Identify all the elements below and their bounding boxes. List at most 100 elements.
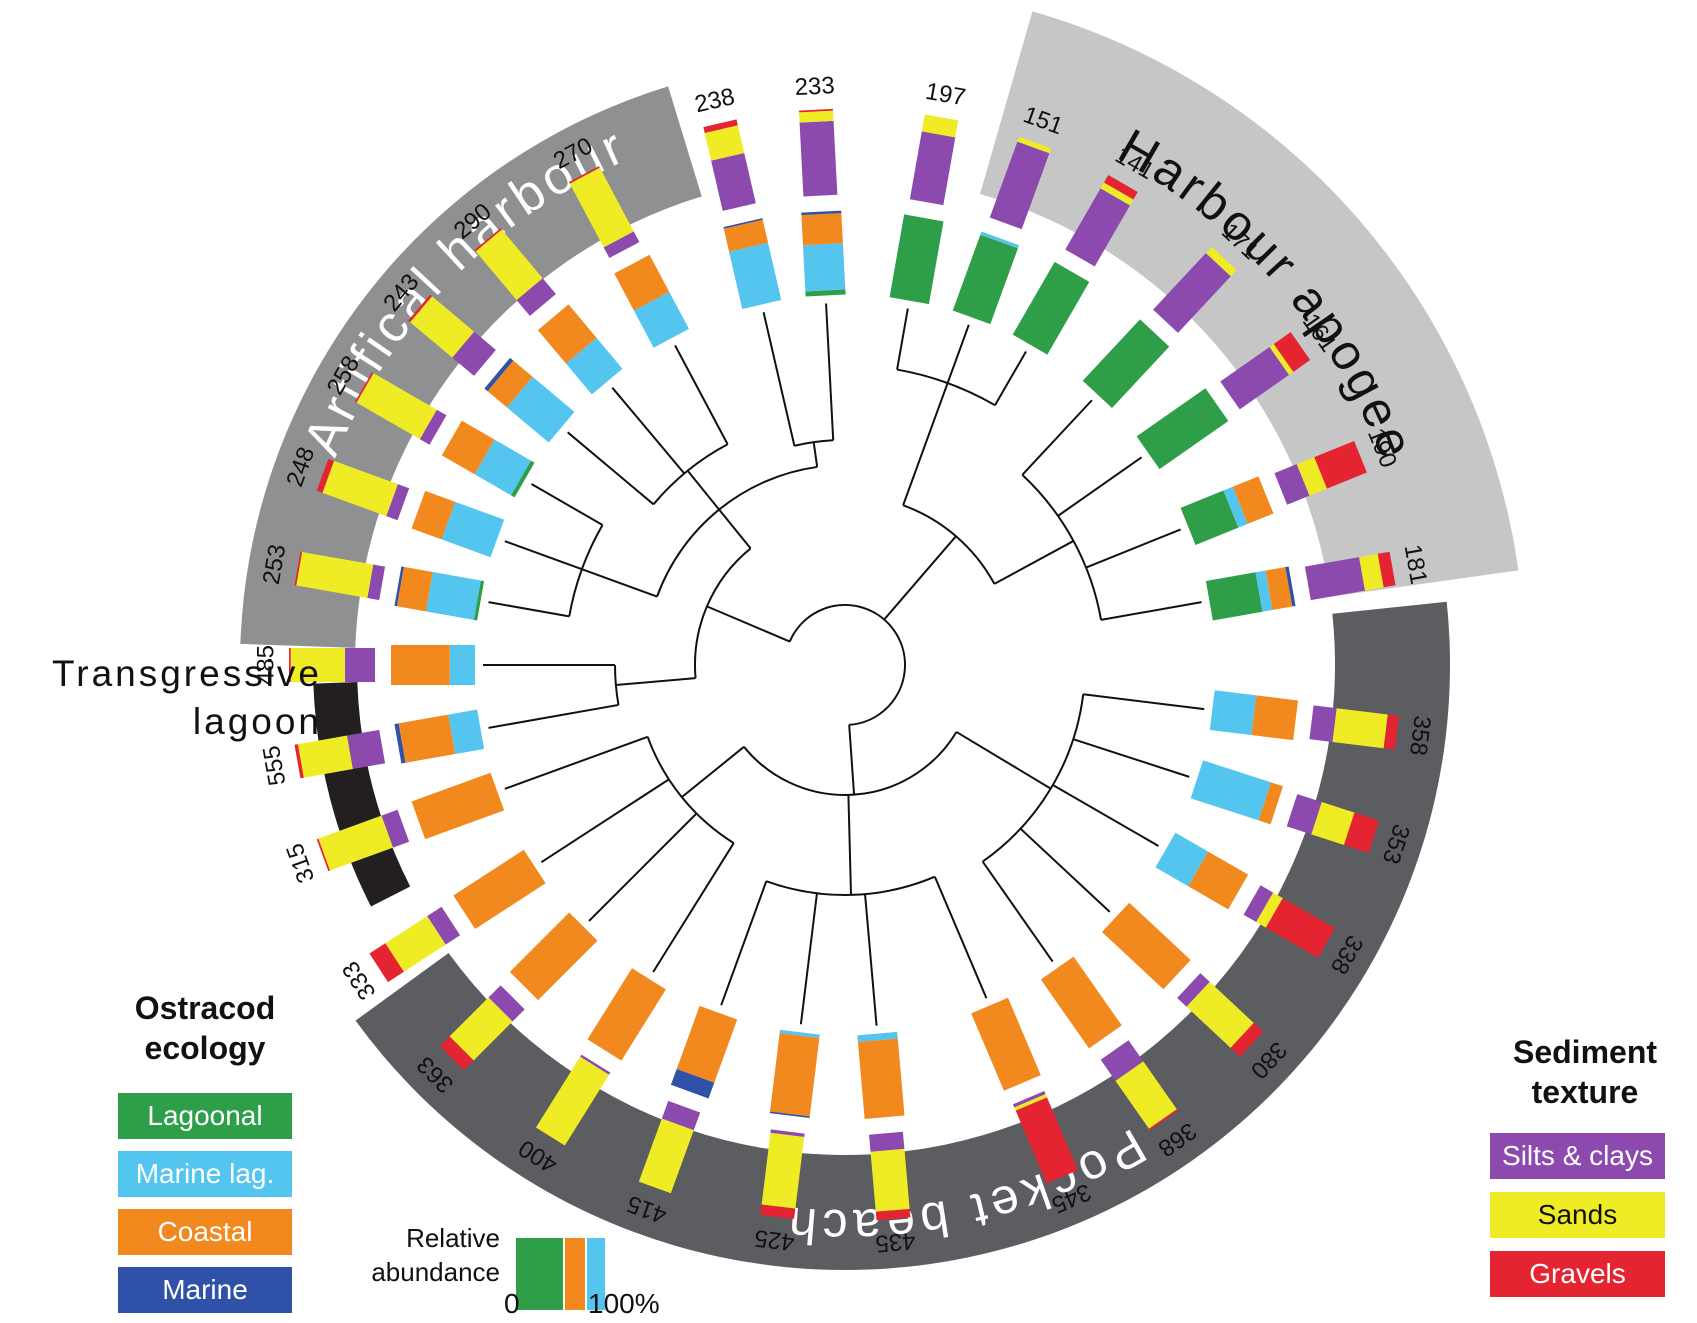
ecology-bar-415-seg-2 bbox=[676, 1005, 738, 1083]
legend-marine-lag: Marine lag. bbox=[118, 1151, 292, 1197]
ecology-legend-title: Ostracod ecology bbox=[110, 988, 300, 1068]
tree-branch bbox=[994, 350, 1027, 406]
sediment-bar-141-seg-2 bbox=[1103, 174, 1138, 200]
ecology-bar-243 bbox=[484, 357, 575, 443]
sediment-bar-238 bbox=[703, 119, 756, 211]
sediment-bar-243 bbox=[408, 294, 496, 376]
sediment-bar-358-seg-2 bbox=[1383, 714, 1399, 750]
sediment-title-line1: Sediment bbox=[1512, 1034, 1658, 1070]
ecology-bar-485-seg-1 bbox=[449, 645, 475, 685]
sediment-bar-368-seg-0 bbox=[1100, 1040, 1144, 1081]
ecology-bar-233-seg-3 bbox=[801, 210, 842, 216]
ecology-bar-258-seg-1 bbox=[474, 439, 531, 496]
ecology-bar-315-seg-2 bbox=[411, 772, 505, 840]
sediment-bar-290-seg-1 bbox=[475, 229, 543, 301]
ecology-bar-248-seg-2 bbox=[411, 490, 456, 540]
ecology-bar-353-seg-2 bbox=[1258, 782, 1283, 825]
ecology-bar-425-seg-1 bbox=[779, 1029, 820, 1039]
sediment-bar-380-seg-2 bbox=[1230, 1022, 1264, 1057]
sediment-title-line2: texture bbox=[1531, 1074, 1639, 1110]
sediment-bar-190-seg-0 bbox=[1274, 464, 1310, 505]
legend-marine: Marine bbox=[118, 1267, 292, 1313]
scale-segment-2 bbox=[587, 1238, 605, 1310]
tree-branch bbox=[588, 812, 698, 922]
sediment-bar-363-seg-0 bbox=[488, 985, 525, 1022]
sediment-bar-345-seg-0 bbox=[1012, 1090, 1046, 1108]
sediment-bar-380-seg-0 bbox=[1177, 973, 1210, 1007]
sediment-bar-243-seg-0 bbox=[452, 331, 496, 376]
sediment-bar-380-seg-1 bbox=[1186, 981, 1254, 1048]
tree-branch bbox=[567, 431, 655, 506]
ecology-bar-380-seg-2 bbox=[1101, 902, 1191, 990]
ecology-bar-253-seg-0 bbox=[473, 580, 485, 621]
sediment-bar-425-seg-0 bbox=[770, 1129, 805, 1137]
scale-min-label: 0 bbox=[504, 1288, 520, 1319]
ecology-bar-345-seg-2 bbox=[971, 997, 1041, 1091]
ecology-bar-233-seg-2 bbox=[801, 213, 843, 246]
sediment-bar-197-seg-1 bbox=[921, 114, 959, 138]
ecology-bar-315 bbox=[411, 772, 505, 840]
ecology-bar-253 bbox=[394, 566, 485, 621]
ecology-bar-171-seg-0 bbox=[1082, 319, 1170, 409]
sediment-bar-258-seg-2 bbox=[354, 372, 374, 403]
sediment-bar-368 bbox=[1100, 1040, 1178, 1131]
tree-branch bbox=[530, 483, 604, 526]
ecology-bar-368-seg-2 bbox=[1040, 956, 1122, 1049]
ecology-bar-358 bbox=[1209, 690, 1299, 741]
sediment-bar-238-seg-0 bbox=[711, 152, 756, 211]
ecology-bar-141-seg-0 bbox=[1012, 261, 1090, 355]
sediment-bar-555-seg-1 bbox=[297, 735, 353, 778]
tree-branch bbox=[718, 508, 752, 550]
tree-arc bbox=[614, 664, 620, 706]
sediment-bar-151-seg-1 bbox=[1017, 136, 1052, 154]
ecology-bar-233-seg-0 bbox=[805, 289, 846, 297]
legend-sands: Sands bbox=[1490, 1192, 1665, 1238]
sediment-legend-title: Sediment texture bbox=[1490, 1032, 1680, 1112]
sediment-bar-233-seg-1 bbox=[799, 110, 834, 123]
sediment-bar-270-seg-2 bbox=[568, 166, 600, 184]
ecology-bar-190-seg-0 bbox=[1180, 490, 1239, 545]
ecology-bar-485-seg-2 bbox=[391, 645, 450, 685]
ecology-bar-248 bbox=[411, 490, 505, 558]
sediment-bar-253-seg-0 bbox=[367, 564, 386, 601]
sediment-bar-258 bbox=[354, 372, 447, 445]
tree-branch bbox=[955, 731, 1052, 790]
ecology-bar-425-seg-3 bbox=[769, 1111, 810, 1119]
sediment-bar-161 bbox=[1220, 332, 1311, 410]
sediment-bar-315-seg-0 bbox=[381, 809, 410, 848]
sediment-bar-197 bbox=[909, 114, 959, 206]
ecology-bar-415 bbox=[670, 1005, 738, 1099]
ecology-bar-363-seg-2 bbox=[509, 912, 598, 1001]
ecology-bar-161 bbox=[1136, 388, 1229, 470]
ecology-bar-253-seg-1 bbox=[425, 572, 481, 620]
sediment-bar-338-seg-0 bbox=[1243, 885, 1274, 923]
tree-branch bbox=[933, 876, 988, 999]
sediment-bar-248 bbox=[316, 458, 410, 521]
sediment-bar-315-seg-1 bbox=[318, 815, 393, 871]
sample-label-333: 333 bbox=[337, 956, 381, 1004]
sediment-bar-181-seg-0 bbox=[1304, 557, 1366, 601]
sediment-bar-345-seg-2 bbox=[1015, 1097, 1078, 1184]
sediment-bar-358-seg-1 bbox=[1332, 708, 1388, 749]
ecology-bar-333 bbox=[453, 849, 546, 930]
ecology-bar-181 bbox=[1205, 566, 1296, 621]
ecology-bar-181-seg-1 bbox=[1255, 570, 1273, 612]
sediment-bar-181 bbox=[1304, 551, 1396, 601]
ecology-bar-358-seg-2 bbox=[1251, 695, 1299, 741]
tree-branch bbox=[762, 312, 796, 446]
sediment-bar-353-seg-2 bbox=[1343, 812, 1380, 853]
ecology-bar-141 bbox=[1012, 261, 1090, 355]
sediment-bar-315-seg-2 bbox=[316, 838, 330, 872]
sediment-bar-243-seg-1 bbox=[410, 296, 475, 358]
sample-label-485: 485 bbox=[252, 645, 279, 685]
sediment-bar-555-seg-0 bbox=[347, 729, 386, 770]
ecology-bar-151-seg-1 bbox=[980, 231, 1020, 249]
sediment-bar-151-seg-0 bbox=[989, 141, 1050, 230]
scale-max-label: 100% bbox=[588, 1288, 660, 1319]
sediment-bar-380 bbox=[1177, 973, 1264, 1057]
sediment-bar-190-seg-1 bbox=[1296, 457, 1328, 496]
sediment-bar-555-seg-2 bbox=[294, 744, 304, 779]
ring-pocket-beach bbox=[355, 601, 1451, 1271]
tree-branch bbox=[946, 324, 970, 384]
sediment-bar-425-seg-2 bbox=[760, 1204, 796, 1219]
